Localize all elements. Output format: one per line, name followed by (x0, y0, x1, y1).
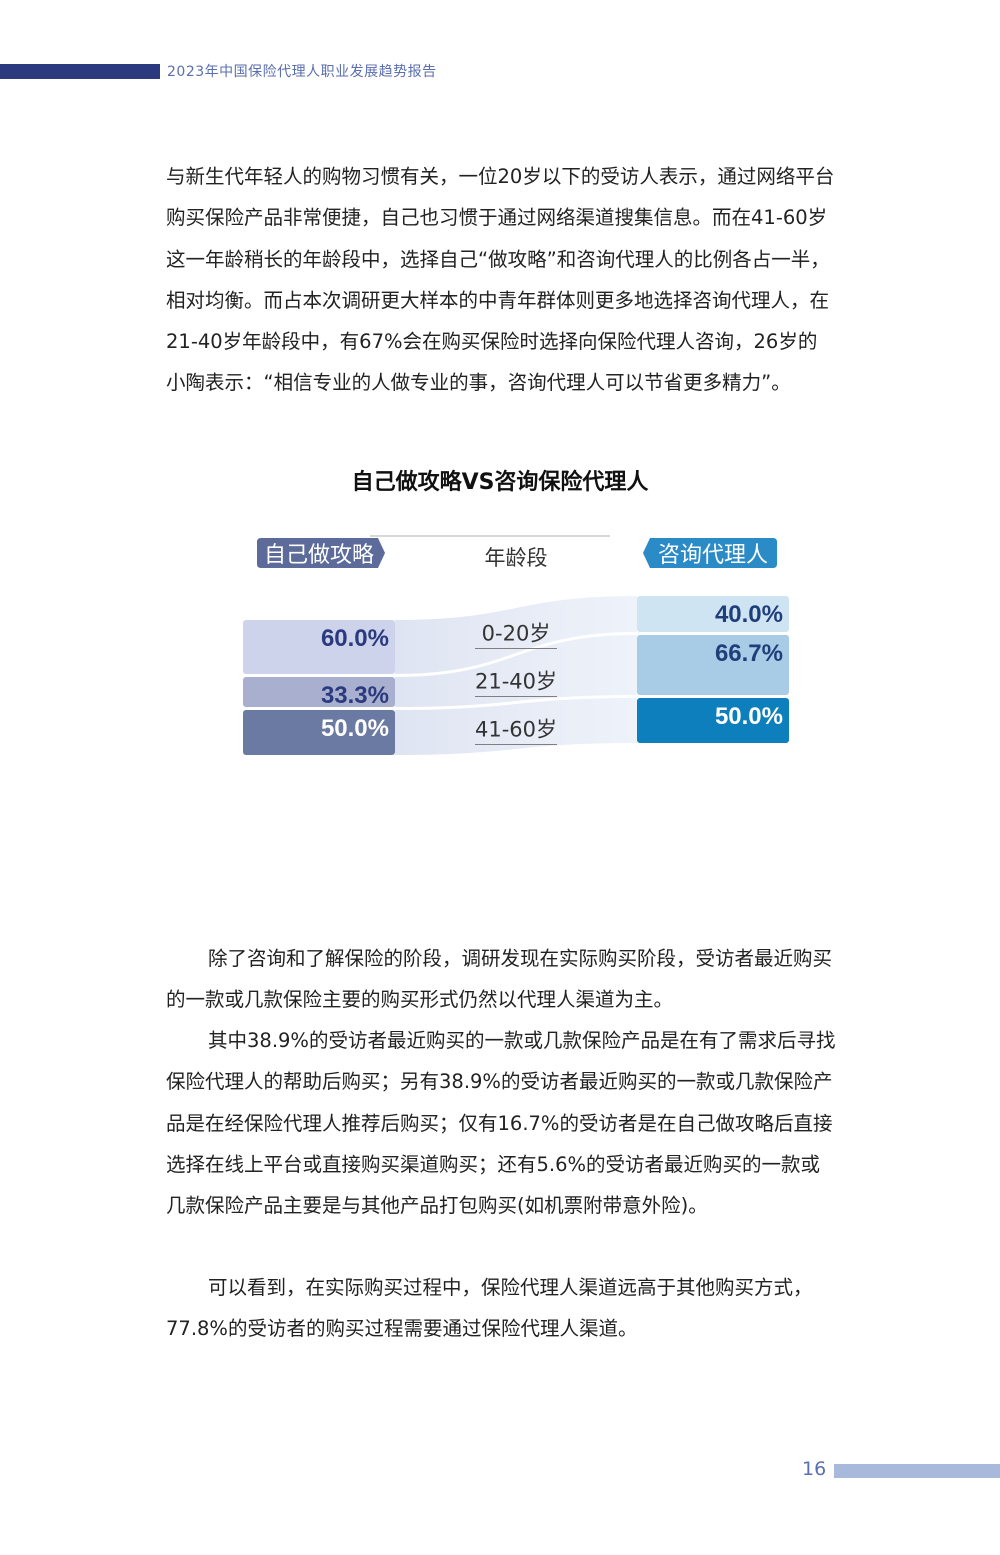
left-bar (243, 620, 395, 674)
middle-header-label: 年龄段 (485, 546, 548, 570)
header-bar (0, 64, 160, 79)
left-bar-label: 33.3% (321, 682, 389, 709)
right-bar (637, 635, 789, 696)
right-header-tag (643, 538, 777, 568)
age-group-label: 21-40岁 (475, 670, 557, 694)
page-number: 16 (802, 1458, 827, 1480)
flow-band (395, 698, 637, 755)
right-bar-label: 66.7% (715, 640, 783, 667)
right-bar-label: 50.0% (715, 703, 783, 730)
flow-band (395, 635, 637, 707)
chart-title: 自己做攻略VS咨询保险代理人 (351, 470, 649, 495)
left-header-label: 自己做攻略 (264, 543, 374, 568)
flow-band (395, 596, 637, 674)
paragraph-1: 与新生代年轻人的购物习惯有关，一位20岁以下的受访人表示，通过网络平台购买保险产… (166, 165, 835, 395)
right-bar (637, 596, 789, 632)
footer-bar (834, 1464, 1000, 1478)
left-bar (243, 677, 395, 707)
left-bar-label: 60.0% (321, 625, 389, 652)
age-group-label: 0-20岁 (482, 622, 551, 646)
right-header-label: 咨询代理人 (658, 543, 768, 568)
left-header-tag (257, 538, 385, 568)
right-bar (637, 698, 789, 744)
left-bar-label: 50.0% (321, 715, 389, 742)
header-title: 2023年中国保险代理人职业发展趋势报告 (167, 64, 437, 80)
paragraph-4: 可以看到，在实际购买过程中，保险代理人渠道远高于其他购买方式，77.8%的受访者… (166, 1276, 813, 1341)
left-bar (243, 709, 395, 755)
age-group-label: 41-60岁 (475, 718, 557, 742)
paragraph-3: 其中38.9%的受访者最近购买的一款或几款保险产品是在有了需求后寻找保险代理人的… (166, 1029, 836, 1218)
right-bar-label: 40.0% (715, 601, 783, 628)
sankey-chart: 自己做攻略 年龄段 咨询代理人 60.0% 33.3% 50.0% 40.0% 66.… (243, 535, 789, 755)
paragraph-2: 除了咨询和了解保险的阶段，调研发现在实际购买阶段，受访者最近购买的一款或几款保险… (166, 947, 833, 1012)
